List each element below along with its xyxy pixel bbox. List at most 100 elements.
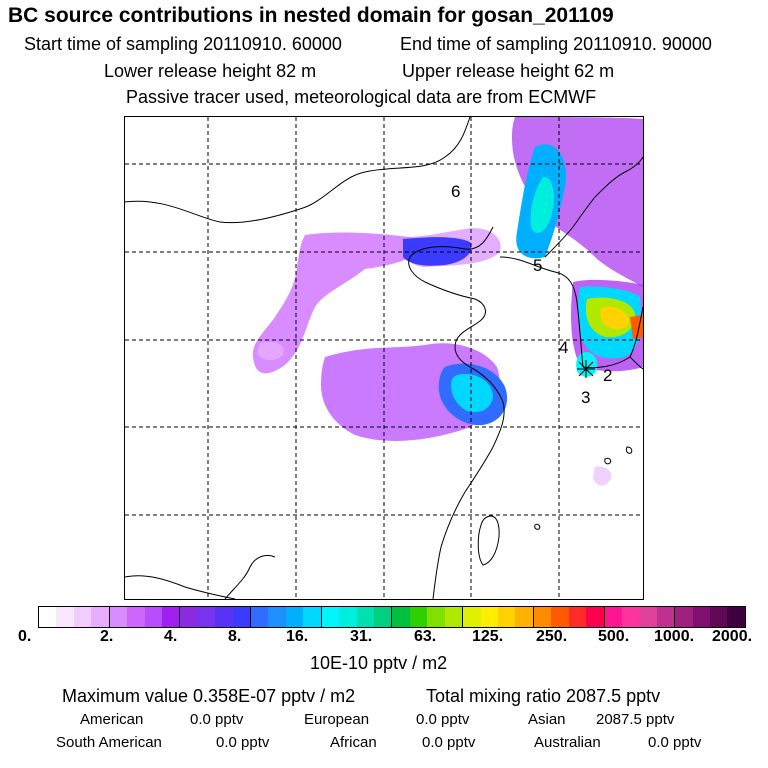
coastline-layer (125, 117, 643, 599)
colorbar-swatch (56, 607, 74, 627)
colorbar-swatch (675, 607, 693, 627)
region-label-3: 3 (581, 388, 590, 407)
colorbar-swatch (727, 607, 745, 627)
island-2 (625, 446, 633, 454)
colorbar-swatch (586, 607, 605, 627)
plume-korea-red (630, 315, 643, 339)
colorbar-swatch (444, 607, 464, 627)
colorbar-swatch (285, 607, 304, 627)
colorbar-tick-8: 250. (536, 628, 568, 645)
plume-korea-orange (600, 306, 630, 330)
colorbar-swatch (251, 607, 269, 627)
african-value: 0.0 pptv (422, 734, 476, 751)
colorbar-swatch (91, 607, 110, 627)
region-label-5: 5 (533, 256, 542, 275)
receptor-line-4 (578, 361, 594, 377)
colorbar-swatch (497, 607, 516, 627)
european-value: 0.0 pptv (416, 711, 470, 728)
border-south (224, 554, 276, 599)
coastline-north (125, 117, 471, 224)
plume-cluster-2 (576, 351, 598, 377)
coastline-gulf (408, 226, 494, 283)
colorbar-swatch (463, 607, 481, 627)
colorbar (38, 606, 746, 628)
colorbar-swatch (109, 607, 128, 627)
plume-far-west (257, 341, 284, 361)
colorbar-tick-3: 8. (228, 628, 242, 645)
tracer-note: Passive tracer used, meteorological data… (126, 87, 597, 107)
african-label: African (330, 734, 377, 751)
asian-label: Asian (528, 711, 566, 728)
south-american-value: 0.0 pptv (216, 734, 270, 751)
total-mixing-ratio: Total mixing ratio 2087.5 pptv (426, 686, 661, 706)
colorbar-tick-4: 16. (286, 628, 309, 645)
upper-release-height: Upper release height 62 m (402, 61, 615, 81)
american-label: American (80, 711, 144, 728)
taiwan-island (477, 515, 500, 566)
island-3 (534, 523, 541, 530)
colorbar-swatch (39, 607, 57, 627)
colorbar-tick-2: 4. (164, 628, 178, 645)
south-american-label: South American (56, 734, 162, 751)
region-label-2: 2 (603, 366, 612, 385)
colorbar-tick-9: 500. (598, 628, 630, 645)
colorbar-swatch (232, 607, 252, 627)
colorbar-swatch (180, 607, 198, 627)
colorbar-tick-1: 2. (100, 628, 114, 645)
asian-value: 2087.5 pptv (596, 711, 675, 728)
lower-release-height: Lower release height 82 m (104, 61, 317, 81)
region-label-6: 6 (451, 182, 460, 201)
plume-ne-inner (530, 176, 554, 233)
maximum-value: Maximum value 0.358E-07 pptv / m2 (62, 686, 356, 706)
coastline-shandong (424, 281, 486, 368)
colorbar-swatch (409, 607, 428, 627)
chart-title: BC source contributions in nested domain… (8, 4, 614, 27)
colorbar-swatch (639, 607, 657, 627)
receptor-marker (577, 360, 595, 378)
colorbar-tick-0: 0. (18, 628, 32, 645)
island-1 (604, 457, 612, 465)
colorbar-swatch (374, 607, 393, 627)
colorbar-swatch (303, 607, 322, 627)
european-label: European (304, 711, 370, 728)
plume-south (593, 466, 612, 486)
coastline-korea (499, 256, 643, 369)
coastline-east (432, 366, 505, 599)
colorbar-swatch (692, 607, 711, 627)
colorbar-swatch (356, 607, 375, 627)
colorbar-swatch (268, 607, 286, 627)
colorbar-swatch (533, 607, 552, 627)
colorbar-swatch (515, 607, 534, 627)
colorbar-swatch (710, 607, 728, 627)
colorbar-label: 10E-10 pptv / m2 (310, 653, 448, 673)
grid-layer (125, 117, 643, 599)
colorbar-tick-6: 63. (414, 628, 437, 645)
start-time: Start time of sampling 20110910. 60000 (24, 34, 342, 54)
australian-label: Australian (534, 734, 601, 751)
plume-layer (252, 117, 643, 486)
colorbar-swatch (73, 607, 92, 627)
coastline-japan (629, 356, 643, 370)
plume-west (252, 232, 425, 374)
end-time: End time of sampling 20110910. 90000 (400, 34, 712, 54)
plume-north-band (403, 237, 472, 266)
hainan-coast (125, 575, 236, 599)
colorbar-swatch (197, 607, 216, 627)
australian-value: 0.0 pptv (648, 734, 702, 751)
colorbar-tick-10: 1000. (654, 628, 695, 645)
colorbar-swatch (621, 607, 640, 627)
colorbar-swatch (427, 607, 445, 627)
colorbar-swatch (392, 607, 410, 627)
coastline-korea-north (544, 156, 643, 258)
colorbar-swatch (321, 607, 340, 627)
colorbar-swatch (568, 607, 587, 627)
colorbar-swatch (127, 607, 145, 627)
colorbar-swatch (339, 607, 357, 627)
american-value: 0.0 pptv (190, 711, 244, 728)
colorbar-tick-5: 31. (350, 628, 373, 645)
colorbar-swatch (144, 607, 162, 627)
colorbar-swatch (656, 607, 676, 627)
colorbar-swatch (215, 607, 233, 627)
colorbar-swatch (551, 607, 569, 627)
colorbar-swatch (480, 607, 498, 627)
